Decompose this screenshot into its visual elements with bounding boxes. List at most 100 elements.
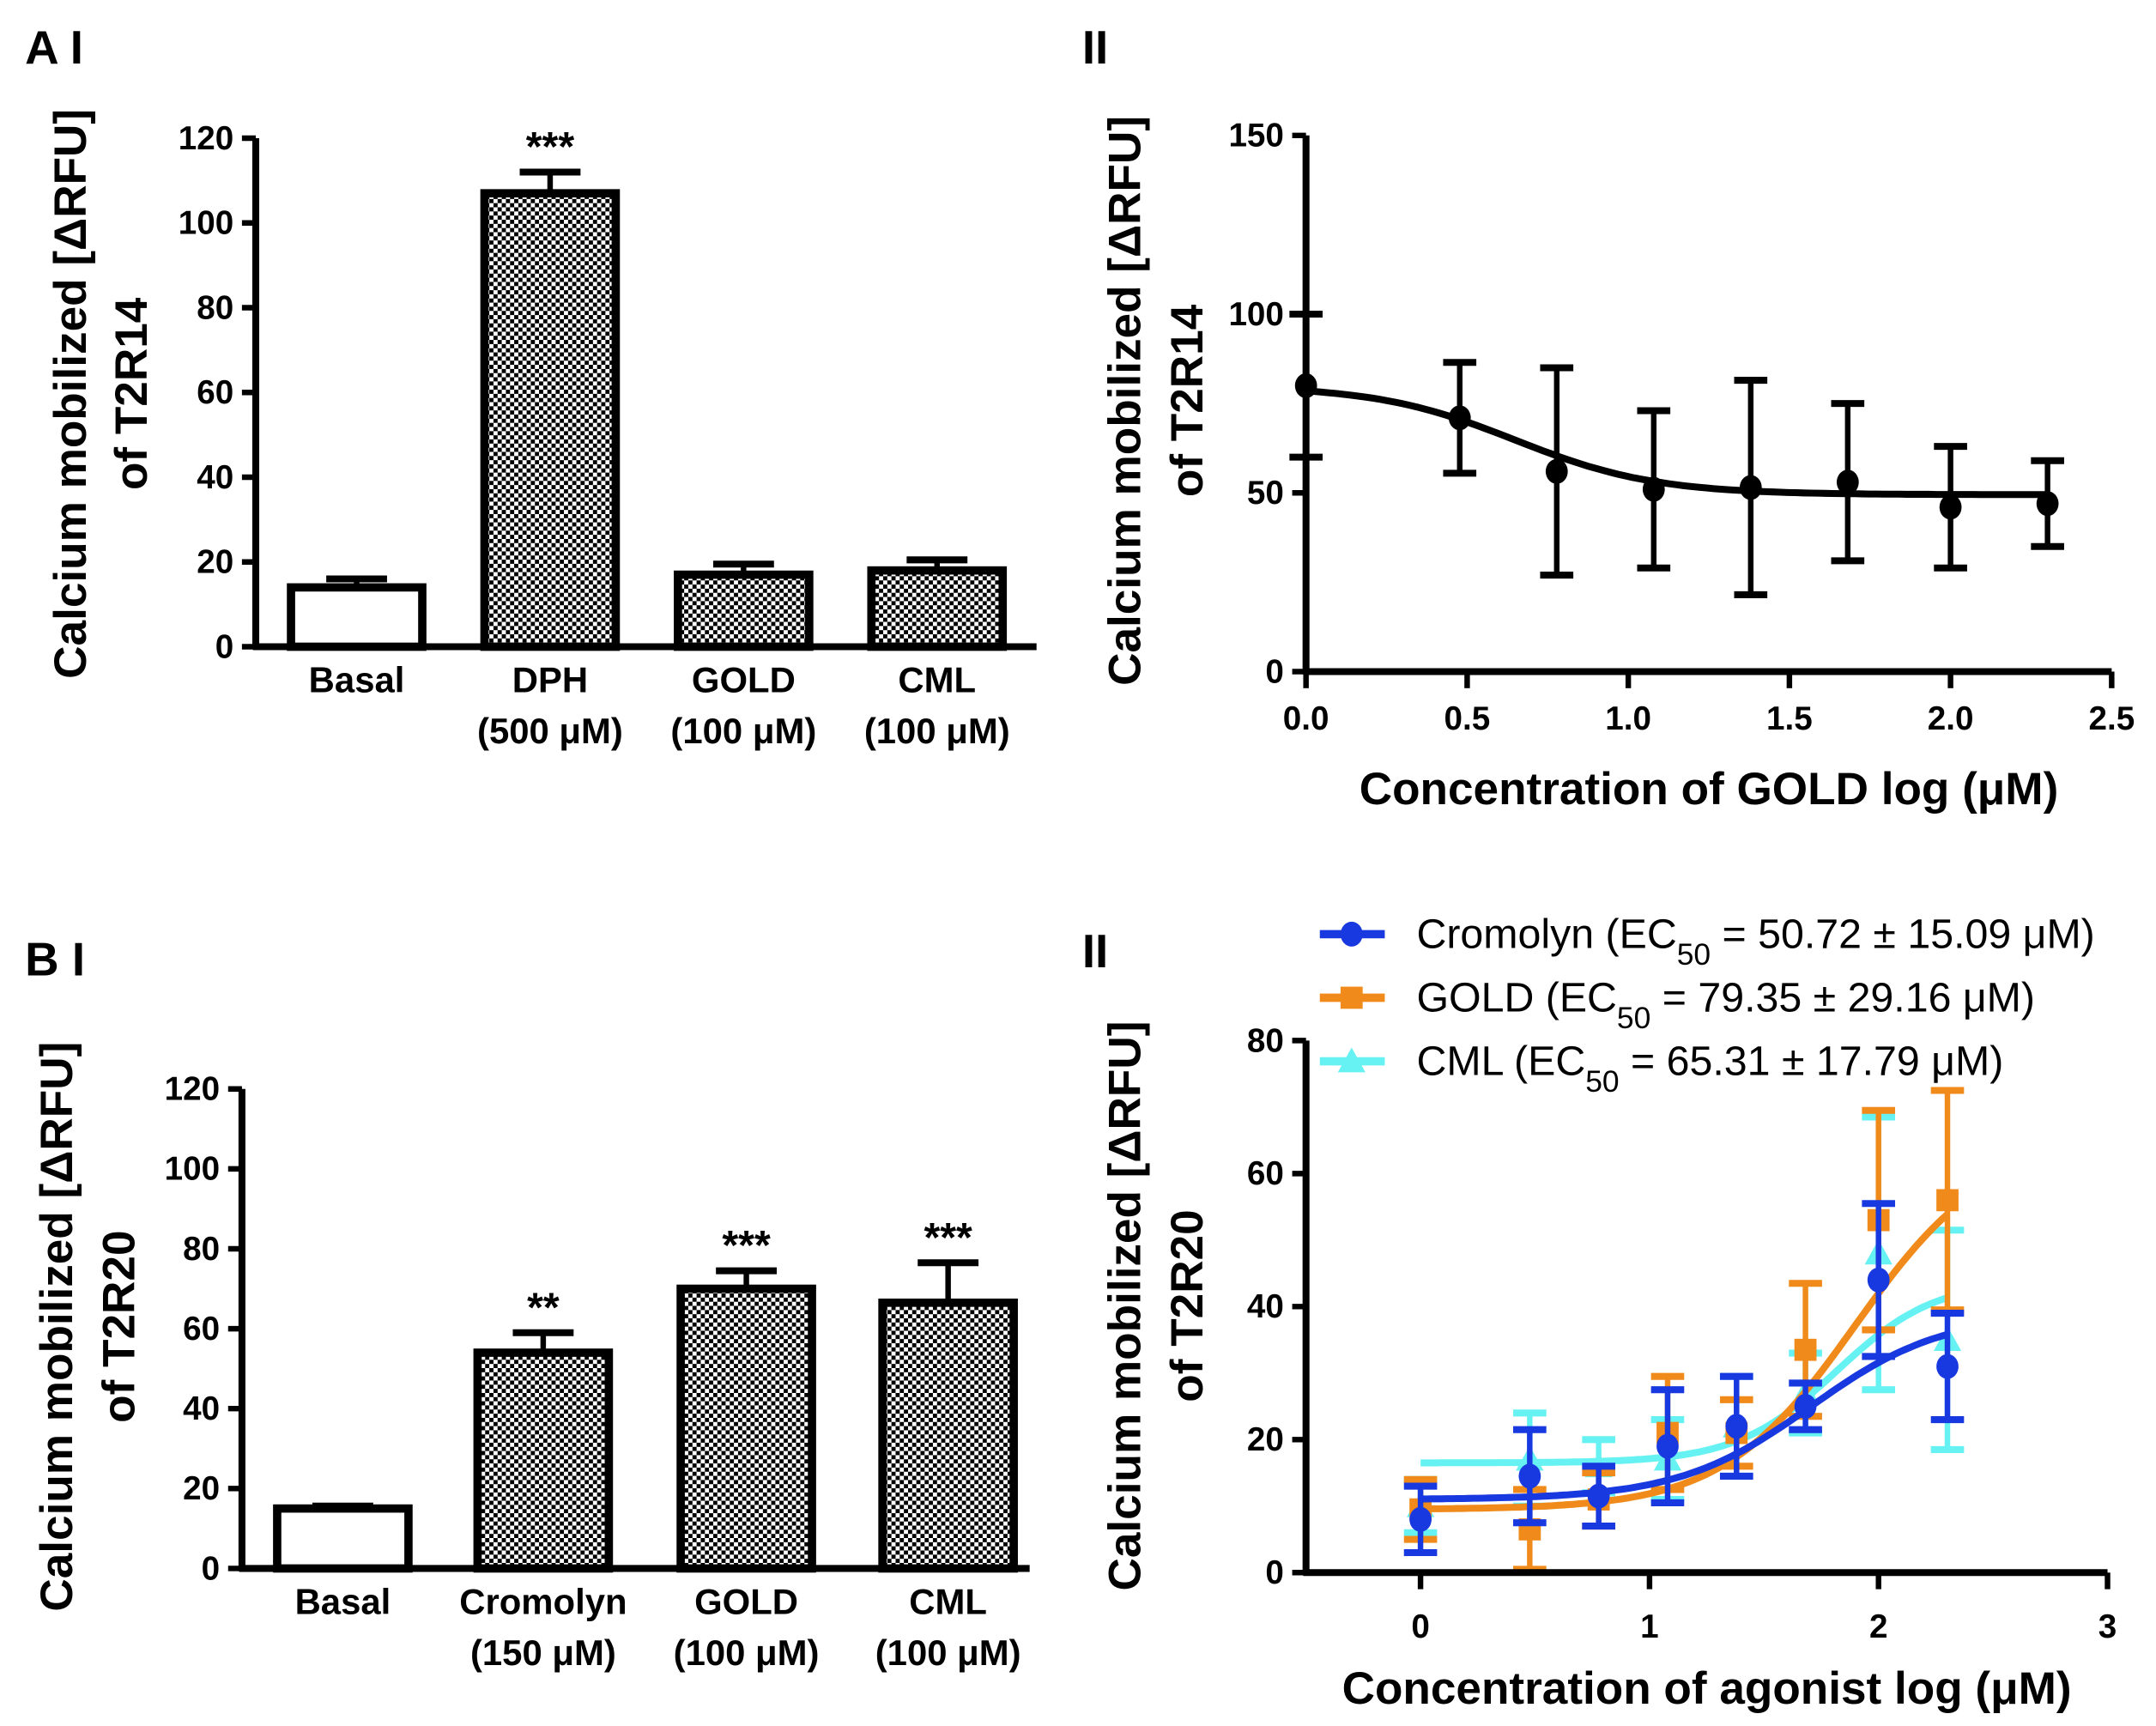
x-tick-label: 3: [2098, 1608, 2117, 1645]
data-point: [1337, 1047, 1366, 1073]
legend-text: CML (EC: [1416, 1039, 1585, 1085]
data-point: [1836, 469, 1859, 495]
y-tick-label: 0: [1265, 653, 1283, 690]
x-tick-label: 1: [1640, 1608, 1658, 1645]
y-tick-label: 100: [165, 1151, 220, 1188]
y-axis-label: Calcium mobilized [ΔRFU]: [1099, 1021, 1150, 1591]
y-tick-label: 0: [202, 1550, 220, 1587]
y-tick-label: 40: [1247, 1288, 1284, 1325]
x-tick-label: 0.0: [1283, 700, 1329, 737]
x-tick-label: 0.5: [1444, 700, 1491, 737]
significance-label: **: [527, 1285, 560, 1331]
legend-text: Cromolyn (EC: [1416, 911, 1676, 958]
bar: [480, 189, 621, 651]
x-tick-label: 2: [1869, 1608, 1887, 1645]
x-category-label: (100 μM): [674, 1632, 820, 1673]
legend-text: = 50.72 ± 15.09 μM): [1711, 911, 2095, 958]
data-point: [1340, 986, 1363, 1009]
y-tick-label: 60: [197, 374, 233, 411]
bar: [473, 1348, 614, 1573]
fit-curve: [1420, 1294, 1949, 1467]
y-tick-label: 120: [179, 120, 233, 157]
data-point: [1739, 475, 1762, 500]
significance-label: ***: [924, 1214, 972, 1261]
legend-text: GOLD (EC: [1416, 975, 1616, 1021]
chart-2: Calcium mobilized [ΔRFU] of T2R14 0 50 100 15…: [1099, 116, 2135, 815]
series-0: [1403, 1200, 1965, 1557]
y-tick-label: 120: [165, 1071, 220, 1108]
data-point: [1936, 1189, 1959, 1212]
panel-label-a2: II: [1082, 21, 1108, 74]
data-point: [2036, 491, 2059, 517]
legend-text: = 65.31 ± 17.79 μM): [1620, 1039, 2004, 1085]
data-point: [1939, 494, 1962, 520]
data-point: [1409, 1506, 1432, 1532]
legend-item: GOLD (EC50 = 79.35 ± 29.16 μM): [1319, 975, 2035, 1035]
legend-label: Cromolyn (EC50 = 50.72 ± 15.09 μM): [1416, 911, 2094, 972]
legend-subscript: 50: [1585, 1064, 1619, 1099]
y-tick-label: 100: [1228, 296, 1283, 333]
y-axis-label: Calcium mobilized [ΔRFU]: [45, 109, 96, 679]
x-axis-label: Concentration of agonist log (μM): [1342, 1663, 2072, 1714]
chart-3: Calcium mobilized [ΔRFU] of T2R20 0 20 40 60 8…: [32, 1042, 1030, 1673]
x-category-label: Cromolyn: [459, 1582, 627, 1622]
legend-subscript: 50: [1617, 1001, 1650, 1035]
panel-label-b2: II: [1082, 924, 1108, 978]
y-tick-label: 50: [1247, 475, 1284, 512]
data-point: [1340, 921, 1363, 947]
legend-subscript: 50: [1677, 937, 1711, 972]
bar: [867, 566, 1008, 651]
x-axis-label: Concentration of GOLD log (μM): [1360, 764, 2059, 815]
bar: [878, 1299, 1018, 1573]
y-tick-label: 0: [215, 628, 233, 665]
y-tick-label: 100: [179, 205, 233, 242]
y-tick-label: 40: [197, 459, 233, 496]
y-axis-label: of T2R14: [106, 297, 157, 490]
y-axis-label: of T2R14: [1162, 304, 1213, 497]
y-tick-label: 40: [183, 1390, 220, 1427]
y-tick-label: 80: [1247, 1022, 1284, 1059]
bar: [273, 1504, 413, 1573]
x-category-label: (500 μM): [477, 711, 623, 751]
panel-label-a1: A I: [25, 21, 83, 74]
legend-label: GOLD (EC50 = 79.35 ± 29.16 μM): [1416, 975, 2035, 1035]
data-point: [1725, 1414, 1748, 1439]
legend-item: Cromolyn (EC50 = 50.72 ± 15.09 μM): [1319, 911, 2095, 972]
data-point: [1867, 1267, 1890, 1293]
x-category-label: CML: [909, 1582, 987, 1622]
fit-curve: [1420, 1211, 1950, 1513]
bar: [674, 570, 814, 651]
x-category-label: DPH: [512, 660, 588, 700]
y-tick-label: 60: [183, 1311, 220, 1347]
x-tick-label: 1.0: [1605, 700, 1651, 737]
x-category-label: (150 μM): [470, 1632, 616, 1673]
data-point: [1936, 1354, 1959, 1379]
x-category-label: Basal: [309, 660, 405, 700]
y-tick-label: 80: [183, 1231, 220, 1268]
x-category-label: (100 μM): [875, 1632, 1021, 1673]
x-tick-label: 0: [1411, 1608, 1429, 1645]
data-point: [1794, 1338, 1817, 1361]
data-point: [1518, 1463, 1541, 1489]
y-tick-label: 0: [1265, 1554, 1283, 1591]
x-category-label: GOLD: [692, 660, 796, 700]
data-point: [1656, 1433, 1679, 1459]
x-tick-label: 2.5: [2088, 700, 2135, 737]
x-category-label: (100 μM): [670, 711, 816, 751]
y-tick-label: 20: [183, 1470, 220, 1507]
panel-label-b1: B I: [25, 933, 85, 986]
chart-1: Calcium mobilized [ΔRFU] of T2R14 0 20 40 60 8…: [45, 109, 1037, 751]
significance-label: ***: [526, 124, 575, 171]
x-tick-label: 2.0: [1928, 700, 1974, 737]
chart-4: Calcium mobilized [ΔRFU] of T2R2002040608…: [1099, 911, 2117, 1715]
x-category-label: (100 μM): [864, 711, 1010, 751]
y-tick-label: 150: [1228, 118, 1283, 154]
fit-curve: [1305, 387, 2048, 499]
bar: [676, 1284, 816, 1573]
data-point: [1642, 476, 1665, 502]
y-tick-label: 60: [1247, 1155, 1284, 1192]
y-axis-label: Calcium mobilized [ΔRFU]: [32, 1042, 82, 1612]
data-point: [1448, 405, 1471, 431]
legend-item: CML (EC50 = 65.31 ± 17.79 μM): [1319, 1039, 2004, 1099]
